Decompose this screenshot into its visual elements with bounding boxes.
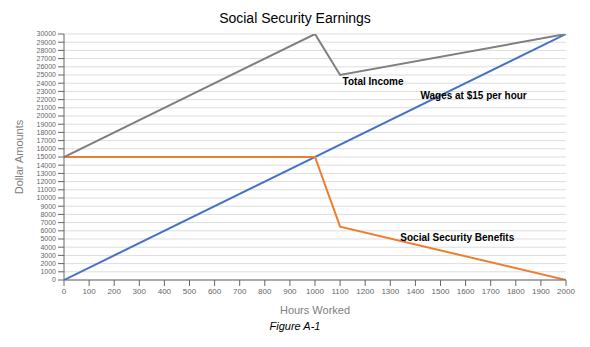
svg-text:1000: 1000: [40, 268, 56, 275]
svg-text:0: 0: [52, 276, 56, 283]
svg-text:2000: 2000: [40, 260, 56, 267]
svg-text:0: 0: [62, 287, 67, 296]
svg-text:5000: 5000: [40, 235, 56, 242]
svg-text:800: 800: [258, 287, 272, 296]
svg-text:900: 900: [283, 287, 297, 296]
svg-text:28000: 28000: [37, 47, 57, 54]
svg-text:14000: 14000: [37, 162, 57, 169]
svg-text:700: 700: [233, 287, 247, 296]
svg-text:Total Income: Total Income: [343, 76, 404, 87]
svg-text:2000: 2000: [557, 287, 575, 296]
html-text:Figure A-1: Figure A-1: [269, 320, 321, 332]
svg-text:11000: 11000: [37, 186, 56, 193]
svg-text:1600: 1600: [457, 287, 475, 296]
svg-text:15000: 15000: [37, 153, 57, 160]
svg-text:19000: 19000: [37, 121, 57, 128]
svg-text:9000: 9000: [40, 203, 56, 210]
svg-text:1500: 1500: [432, 287, 450, 296]
svg-text:7000: 7000: [40, 219, 56, 226]
svg-text:1700: 1700: [482, 287, 500, 296]
svg-text:6000: 6000: [40, 227, 56, 234]
svg-text:13000: 13000: [37, 170, 57, 177]
svg-text:22000: 22000: [37, 96, 57, 103]
svg-text:24000: 24000: [37, 80, 57, 87]
svg-text:1300: 1300: [381, 287, 399, 296]
svg-text:Dollar Amounts: Dollar Amounts: [13, 119, 25, 194]
svg-text:1900: 1900: [532, 287, 550, 296]
svg-text:600: 600: [208, 287, 222, 296]
svg-text:20000: 20000: [37, 112, 57, 119]
svg-text:27000: 27000: [37, 55, 57, 62]
svg-text:4000: 4000: [40, 244, 56, 251]
svg-text:21000: 21000: [37, 104, 57, 111]
svg-text:30000: 30000: [37, 30, 57, 37]
svg-text:29000: 29000: [37, 39, 57, 46]
svg-text:3000: 3000: [40, 252, 56, 259]
svg-text:1200: 1200: [356, 287, 374, 296]
svg-text:500: 500: [183, 287, 197, 296]
svg-text:Hours Worked: Hours Worked: [280, 304, 350, 316]
svg-text:25000: 25000: [37, 71, 57, 78]
svg-text:1400: 1400: [407, 287, 425, 296]
svg-text:12000: 12000: [37, 178, 57, 185]
svg-text:300: 300: [133, 287, 147, 296]
svg-text:200: 200: [108, 287, 122, 296]
svg-text:18000: 18000: [37, 129, 57, 136]
svg-text:Wages at $15 per hour: Wages at $15 per hour: [420, 90, 526, 101]
svg-text:10000: 10000: [37, 194, 57, 201]
svg-text:8000: 8000: [40, 211, 56, 218]
svg-text:26000: 26000: [37, 63, 57, 70]
svg-text:1100: 1100: [331, 287, 349, 296]
svg-text:100: 100: [82, 287, 96, 296]
svg-text:16000: 16000: [37, 145, 57, 152]
html-text:Social Security Earnings: Social Security Earnings: [219, 10, 371, 26]
svg-text:17000: 17000: [37, 137, 57, 144]
svg-text:23000: 23000: [37, 88, 57, 95]
svg-text:1000: 1000: [306, 287, 324, 296]
svg-text:400: 400: [158, 287, 172, 296]
svg-text:1800: 1800: [507, 287, 525, 296]
svg-text:Social Security Benefits: Social Security Benefits: [400, 232, 514, 243]
